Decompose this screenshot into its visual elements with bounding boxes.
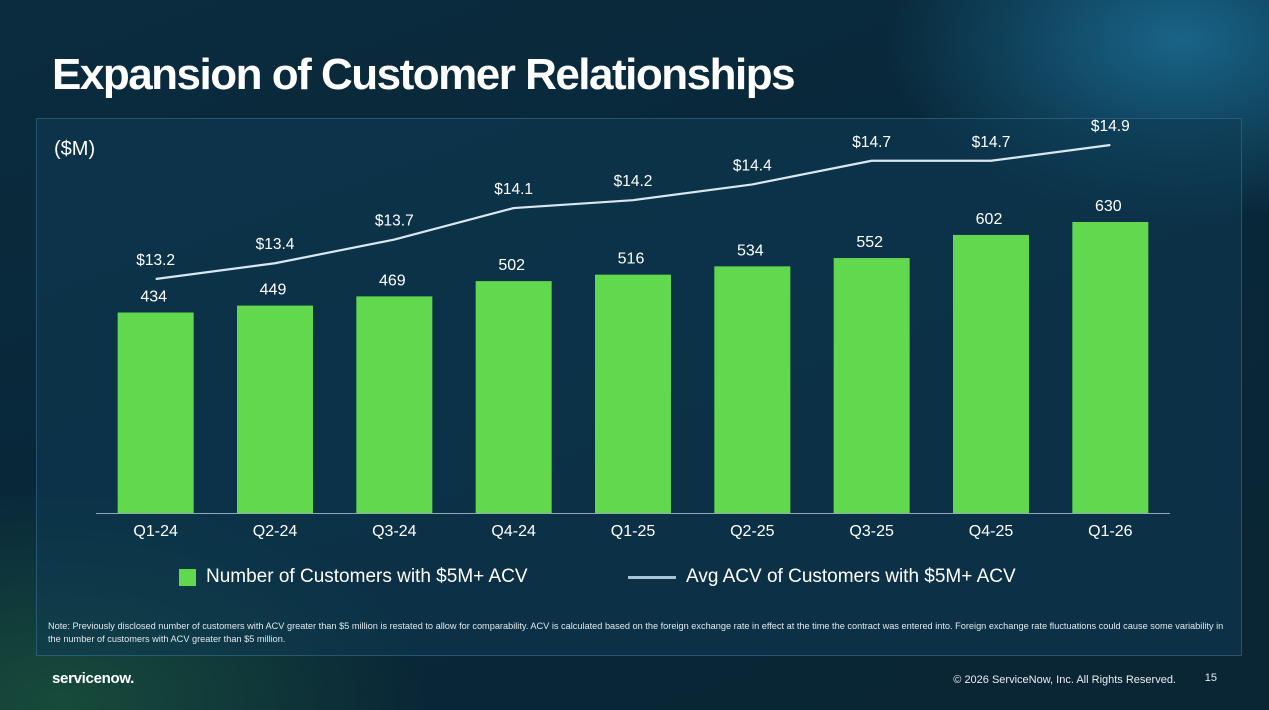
x-tick-label: Q1-26 <box>1088 523 1133 540</box>
legend-item-bars: Number of Customers with $5M+ ACV <box>179 566 528 588</box>
legend-line-label: Avg ACV of Customers with $5M+ ACV <box>686 566 1016 587</box>
x-tick-label: Q1-25 <box>611 523 656 540</box>
legend-bar-swatch <box>179 568 196 586</box>
bar-value-label: 630 <box>1095 198 1122 215</box>
line-value-label: $14.1 <box>494 181 533 198</box>
bar-q1-25 <box>595 274 671 513</box>
chart-legend: Number of Customers with $5M+ ACV Avg AC… <box>0 566 1269 590</box>
bar-value-label: 516 <box>618 251 645 268</box>
unit-label: ($M) <box>54 138 96 160</box>
line-value-label: $13.7 <box>375 213 414 230</box>
avg-acv-line <box>155 143 1111 281</box>
bar-q4-24 <box>475 281 552 513</box>
line-value-label: $14.4 <box>733 157 772 174</box>
bar-value-label: 534 <box>737 242 764 259</box>
bar-q1-26 <box>1072 222 1149 513</box>
legend-line-swatch <box>628 575 676 579</box>
footnote: Note: Previously disclosed number of cus… <box>48 621 1224 644</box>
legend-item-line: Avg ACV of Customers with $5M+ ACV <box>628 566 1016 588</box>
servicenow-logo: servicenow. <box>52 670 135 687</box>
x-tick-label: Q3-25 <box>849 523 894 540</box>
line-value-label: $13.2 <box>136 252 175 269</box>
bar-value-label: 502 <box>498 257 525 274</box>
copyright-text: © 2026 ServiceNow, Inc. All Rights Reser… <box>953 674 1176 686</box>
bar-value-label: 434 <box>140 289 167 306</box>
slide-title: Expansion of Customer Relationships <box>52 50 796 99</box>
bar-q2-24 <box>237 305 313 513</box>
line-value-label: $14.2 <box>614 173 653 190</box>
legend-bar-label: Number of Customers with $5M+ ACV <box>206 566 528 587</box>
x-tick-label: Q4-24 <box>491 523 536 540</box>
line-value-label: $14.9 <box>1091 118 1130 135</box>
bar-value-label: 469 <box>379 272 406 289</box>
bar-q3-24 <box>356 296 433 513</box>
bar-q3-25 <box>833 258 910 513</box>
line-value-label: $14.7 <box>972 134 1011 151</box>
x-tick-label: Q1-24 <box>133 523 178 540</box>
bar-q4-25 <box>953 234 1029 513</box>
page-number: 15 <box>1204 672 1217 684</box>
line-value-label: $14.7 <box>852 134 891 151</box>
bar-value-label: 552 <box>856 234 883 251</box>
x-tick-label: Q3-24 <box>372 523 417 540</box>
x-tick-label: Q4-25 <box>969 523 1014 540</box>
bar-value-label: 449 <box>260 282 287 299</box>
bar-value-label: 602 <box>976 211 1003 228</box>
bar-q1-24 <box>117 312 194 513</box>
bar-q2-25 <box>714 266 791 513</box>
line-value-label: $13.4 <box>256 236 295 253</box>
x-tick-label: Q2-25 <box>730 523 775 540</box>
x-tick-label: Q2-24 <box>253 523 298 540</box>
